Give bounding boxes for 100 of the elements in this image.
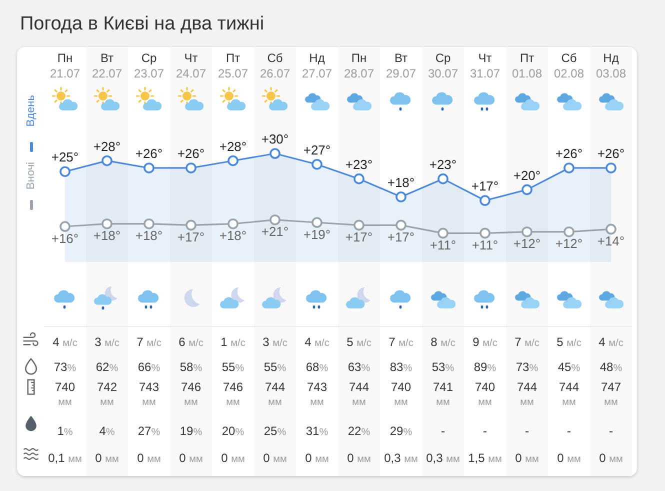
point (270, 148, 280, 159)
x-tick-label: Пн 21.07 (50, 51, 80, 81)
point (564, 162, 574, 174)
data-label: +11° (430, 238, 456, 253)
text: 53% (430, 360, 456, 376)
data-label: +17° (345, 230, 373, 245)
text: 25% (262, 424, 288, 440)
text: 58% (178, 360, 204, 376)
text: Вдень (24, 95, 38, 127)
data-label: +18° (219, 228, 247, 244)
point (606, 224, 616, 235)
text: 9 м/с (472, 335, 498, 351)
text: 744 мм (558, 380, 580, 410)
text: 740 мм (474, 380, 496, 410)
text: 31% (304, 424, 330, 440)
text: - (482, 424, 488, 438)
text: 746 мм (222, 380, 244, 410)
text: 746 мм (180, 380, 202, 410)
text: 743 мм (138, 380, 160, 410)
text: 0 мм (304, 451, 330, 467)
text: 20% (220, 424, 246, 440)
text: 55% (220, 360, 246, 376)
point (354, 173, 364, 184)
text: 27% (136, 424, 162, 440)
point (606, 162, 616, 174)
text: 19% (178, 424, 204, 440)
x-tick-label: Вт 29.07 (386, 51, 416, 81)
text: 1% (56, 424, 74, 440)
data-label: +18° (93, 228, 121, 244)
text: 1,5 мм (467, 451, 503, 467)
chart-title: Погода в Києві на два тижні (20, 14, 264, 35)
text: 8 м/с (430, 335, 456, 351)
text: 7 м/с (388, 335, 414, 351)
point (564, 226, 574, 238)
text: 7 м/с (514, 335, 540, 351)
point (228, 155, 238, 166)
x-tick-label: Чт 24.07 (176, 51, 206, 81)
data-label: +12° (513, 236, 541, 252)
data-label: +26° (135, 146, 163, 162)
point (480, 195, 490, 206)
data-label: +18° (135, 228, 163, 244)
text: Вночі (24, 162, 38, 190)
data-label: +18° (387, 175, 415, 190)
x-tick-label: Нд 27.07 (302, 51, 332, 81)
text: - (608, 424, 614, 438)
data-label: +11° (472, 238, 498, 253)
data-label: +26° (177, 146, 205, 162)
text: 744 мм (264, 380, 286, 410)
text: 0 мм (346, 451, 372, 467)
data-label: +14° (597, 234, 625, 249)
text: 0 мм (136, 451, 162, 467)
text: 0 мм (262, 451, 288, 467)
text: 0,3 мм (383, 451, 419, 467)
point (312, 217, 322, 228)
text: 1 м/с (220, 335, 246, 351)
data-label: +12° (555, 236, 583, 252)
text: 4 м/с (304, 335, 330, 351)
point (522, 184, 532, 196)
point (354, 220, 364, 231)
x-tick-label: Пт 01.08 (512, 51, 542, 81)
text: 83% (388, 360, 414, 376)
data-label: +27° (303, 142, 331, 158)
data-label: +25° (51, 150, 79, 165)
text: 0 мм (556, 451, 582, 467)
text: 3 м/с (262, 335, 288, 351)
text: 55% (262, 360, 288, 376)
text: 45% (556, 360, 582, 376)
text: 89% (472, 360, 498, 376)
point (396, 192, 406, 202)
data-label: +26° (555, 146, 583, 162)
text: 6 м/с (178, 335, 204, 351)
point (60, 166, 70, 177)
data-label: +28° (93, 138, 121, 154)
x-tick-label: Чт 31.07 (470, 51, 500, 81)
point (312, 158, 322, 170)
text: 742 мм (96, 380, 118, 410)
text: 741 мм (432, 380, 454, 410)
text: 747 мм (600, 380, 622, 410)
x-tick-label: Пн 28.07 (344, 51, 374, 81)
data-label: +28° (219, 138, 247, 154)
text: 73% (52, 360, 78, 376)
text: 0 мм (178, 451, 204, 467)
point (186, 162, 196, 174)
x-tick-label: Нд 03.08 (596, 51, 626, 81)
data-label: +23° (345, 156, 373, 172)
text: 3 м/с (94, 335, 120, 351)
point (102, 155, 112, 166)
text: 63% (346, 360, 372, 376)
point (396, 220, 406, 231)
text: 7 м/с (136, 335, 162, 351)
point (480, 228, 490, 239)
point (228, 218, 238, 230)
data-label: +21° (261, 224, 289, 240)
data-label: +17° (471, 178, 499, 194)
point (438, 228, 448, 239)
data-label: +26° (597, 146, 625, 162)
point (522, 226, 532, 238)
text: 5 м/с (556, 335, 582, 351)
point (438, 173, 448, 184)
text: 740 мм (390, 380, 412, 410)
